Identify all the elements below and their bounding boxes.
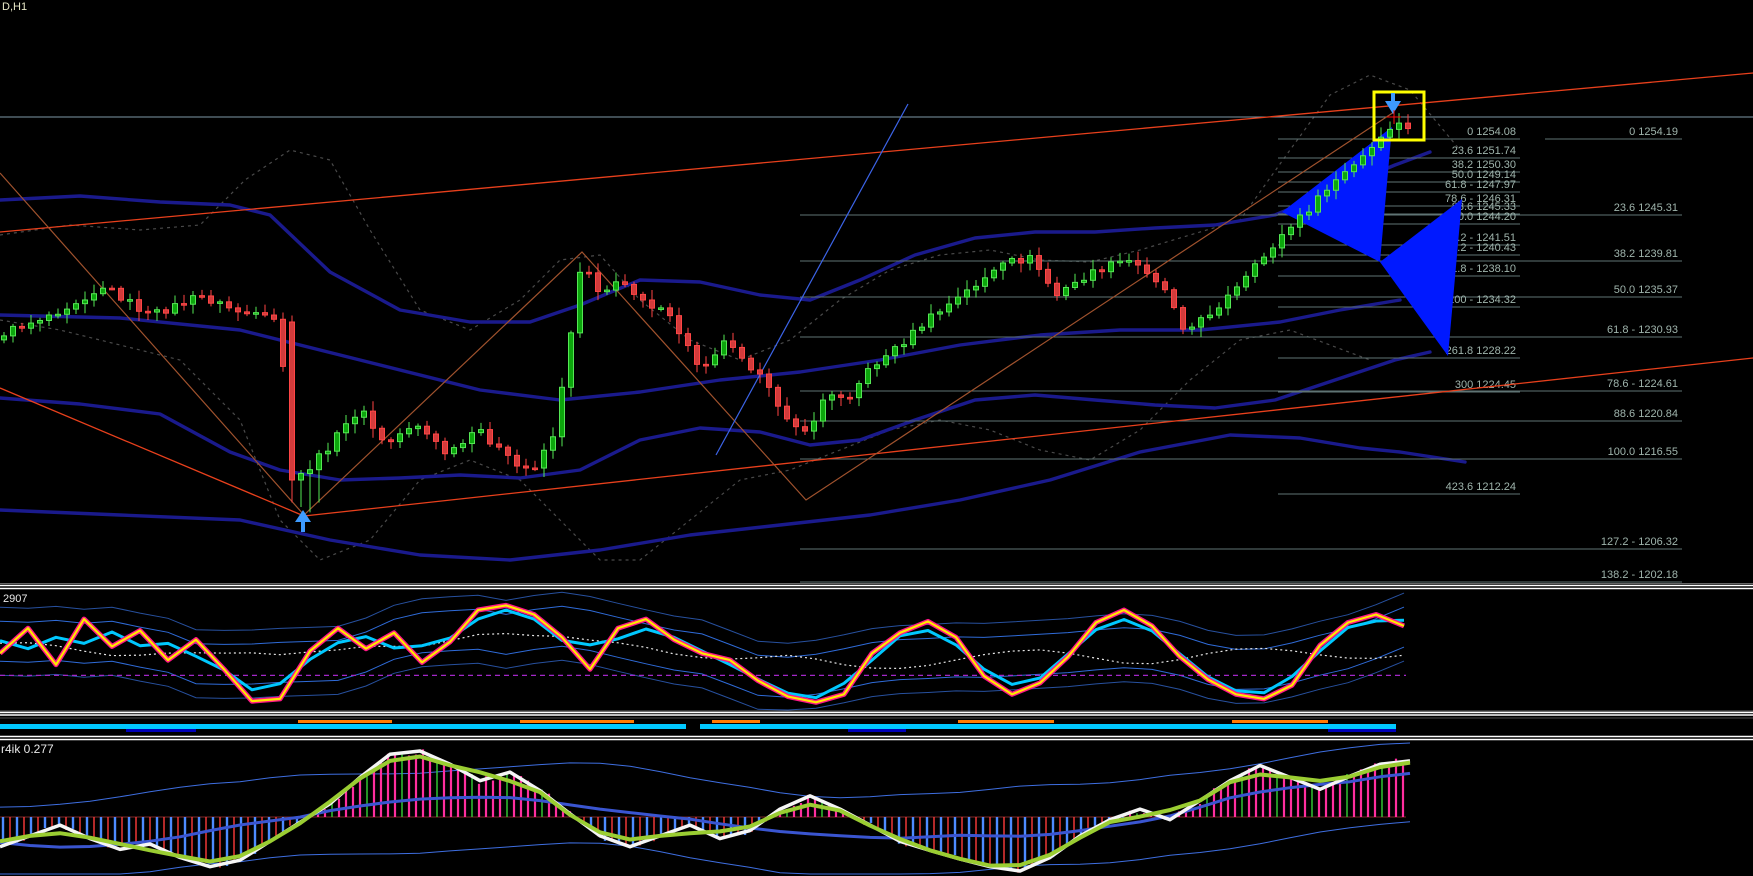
symbol-timeframe-label: D,H1 (2, 1, 28, 13)
fib-level-label: 100.0 1216.55 (1608, 446, 1678, 458)
ind2-histogram (1, 749, 1405, 873)
ind2-royal-ma (0, 771, 1411, 849)
fib-level-label: 38.2 1239.81 (1614, 248, 1678, 260)
fib-level-label: 23.6 1251.74 (1452, 145, 1516, 157)
fib-level-label: 127.2 - 1206.32 (1601, 536, 1678, 548)
gray-dashed-envelopes (0, 74, 1461, 561)
fib-level-label: 50.0 1249.14 (1452, 169, 1516, 181)
cross-marker (1387, 110, 1401, 124)
fib-level-label: 78.6 - 1224.61 (1607, 378, 1678, 390)
oscillator2-panel[interactable] (0, 742, 1411, 875)
indicator-strip-panel[interactable] (0, 717, 1753, 732)
fib-level-label: 0 1254.08 (1467, 126, 1516, 138)
fib-level-label: 138.2 - 1202.18 (1601, 569, 1678, 581)
fib-level-label: 61.8 - 1230.93 (1607, 324, 1678, 336)
fib-level-label: 100.0 1244.20 (1446, 211, 1516, 223)
bollinger-bands-navy (0, 150, 1467, 562)
main-chart-panel[interactable]: 0 1254.19 23.6 1245.31 38.2 1239.81 50.0 12… (0, 72, 1753, 583)
fib-level-label: 78.6 - 1246.31 (1445, 193, 1516, 205)
fib-level-label: 88.6 1245.33 (1452, 201, 1516, 213)
candles-layer (1, 113, 1411, 513)
fib-level-label: 50.0 1235.37 (1614, 284, 1678, 296)
fib-level-label: 0 1254.19 (1629, 126, 1678, 138)
oscillator1-value-label: 2907 (3, 593, 28, 605)
fib-level-label: 300 1224.45 (1455, 379, 1516, 391)
ind1-signal-dotted (0, 632, 1405, 670)
trend-channel-lines (0, 72, 1753, 517)
blue-trendline (715, 103, 909, 456)
panel-separators (0, 583, 1753, 741)
ind1-yellow-line (0, 604, 1405, 704)
fib-level-label: 200 - 1234.32 (1448, 294, 1516, 306)
fib-level-label: 38.2 1250.30 (1452, 159, 1516, 171)
sell-arrow-down (1385, 93, 1401, 114)
zigzag-line (0, 111, 1395, 516)
fib-level-label: 261.8 1228.22 (1446, 345, 1516, 357)
fib-level-label: 61.8 - 1247.97 (1445, 179, 1516, 191)
oscillator2-value-label: r4ik 0.277 (1, 742, 54, 756)
oscillator1-panel[interactable] (0, 591, 1406, 711)
fib-level-label: 161.8 - 1238.10 (1439, 263, 1516, 275)
fib-level-label: 88.6 1220.84 (1614, 408, 1678, 420)
buy-arrow-up (295, 510, 311, 532)
highlight-rectangle[interactable] (1372, 90, 1426, 142)
fib-level-label: 23.6 1245.31 (1614, 202, 1678, 214)
fib-level-label: 423.6 1212.24 (1446, 481, 1516, 493)
ind2-yellowgreen-line (0, 754, 1411, 868)
fibonacci-outer-set: 0 1254.19 23.6 1245.31 38.2 1239.81 50.0 12… (800, 126, 1682, 583)
fib-level-label: 138.2 - 1240.43 (1439, 242, 1516, 254)
